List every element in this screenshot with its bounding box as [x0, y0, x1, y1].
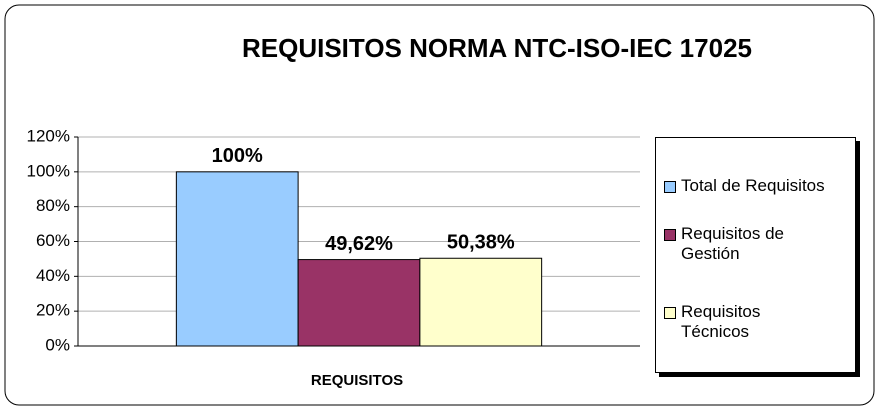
y-tick-label: 0% [45, 335, 70, 354]
y-tick-label: 60% [36, 231, 70, 250]
legend: Total de Requisitos Requisitos de Gestión… [655, 137, 856, 373]
y-tick-label: 40% [36, 266, 70, 285]
legend-entry: Requisitos Técnicos [664, 302, 854, 342]
legend-label: Requisitos de Gestión [681, 224, 785, 263]
legend-swatch [664, 229, 676, 241]
data-label: 49,62% [325, 233, 393, 255]
y-tick-label: 20% [36, 301, 70, 320]
legend-entry: Total de Requisitos [664, 176, 854, 196]
legend-swatch [664, 307, 676, 319]
chart-title: REQUISITOS NORMA NTC-ISO-IEC 17025 [242, 33, 752, 63]
y-tick-label: 80% [36, 196, 70, 215]
legend-swatch [664, 181, 676, 193]
data-label: 50,38% [447, 232, 515, 254]
bar [419, 257, 543, 347]
bar [297, 259, 421, 347]
legend-entry: Requisitos de Gestión [664, 224, 854, 264]
y-tick-label: 100% [27, 161, 70, 180]
bar [175, 171, 299, 347]
legend-label: Total de Requisitos [681, 176, 825, 195]
data-label: 100% [212, 145, 263, 167]
x-tick-label: REQUISITOS [311, 372, 403, 389]
legend-label: Requisitos Técnicos [681, 302, 761, 341]
y-tick-label: 120% [27, 126, 70, 145]
